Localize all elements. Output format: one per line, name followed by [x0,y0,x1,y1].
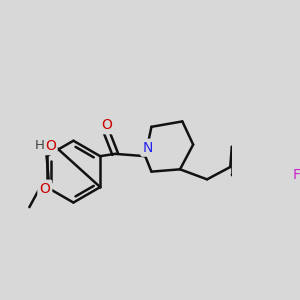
Text: H: H [34,139,44,152]
Text: O: O [101,118,112,132]
Text: O: O [39,182,50,196]
Text: O: O [45,139,56,153]
Text: F: F [293,168,300,182]
Text: N: N [142,141,153,155]
